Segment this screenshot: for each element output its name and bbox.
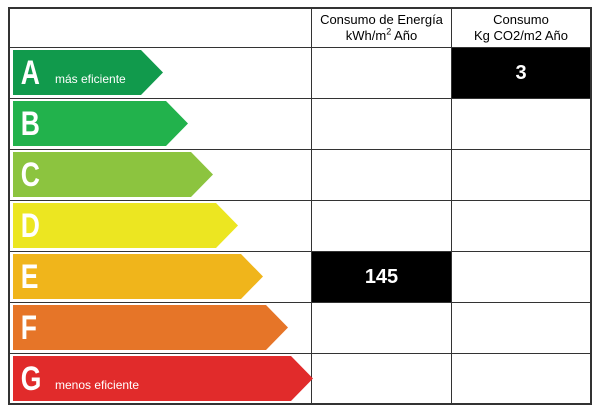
rating-letter: B	[20, 104, 40, 143]
rating-arrow-shape	[13, 254, 263, 299]
rating-letter: F	[20, 308, 38, 347]
rating-letter: G	[20, 359, 42, 398]
row-divider	[10, 353, 590, 354]
rating-arrow-shape	[13, 50, 163, 95]
row-divider	[10, 200, 590, 201]
rating-arrow-shape	[13, 152, 213, 197]
rating-arrow-shape	[13, 101, 188, 146]
rating-arrow-fill	[13, 50, 163, 95]
rating-arrow-fill	[13, 101, 188, 146]
row-divider	[10, 47, 590, 48]
co2-value-box: 3	[452, 48, 590, 98]
header-co2-unit: Kg CO2/m2 Año	[474, 28, 568, 43]
column-divider-co2	[451, 9, 452, 403]
row-divider	[10, 98, 590, 99]
rating-arrow-fill	[13, 254, 263, 299]
header-co2-consumption: Consumo Kg CO2/m2 Año	[452, 9, 590, 47]
rating-arrow-f: F	[13, 305, 288, 350]
rating-label: más eficiente	[55, 71, 126, 86]
rating-arrow-shape	[13, 203, 238, 248]
row-divider	[10, 149, 590, 150]
rating-arrow-b: B	[13, 101, 188, 146]
energy-rating-table: Consumo de Energía kWh/m2 Año Consumo Kg…	[8, 7, 592, 405]
rating-letter: D	[20, 206, 40, 245]
rating-label: menos eficiente	[55, 377, 140, 392]
energy-value-box: 145	[312, 252, 451, 302]
row-divider	[10, 302, 590, 303]
rating-arrow-fill	[13, 356, 313, 401]
rating-arrow-e: E	[13, 254, 263, 299]
header-energy-unit: kWh/m2 Año	[345, 26, 418, 43]
rating-letter: E	[20, 257, 39, 296]
row-divider	[10, 251, 590, 252]
rating-arrow-shape	[13, 305, 288, 350]
header-co2-title: Consumo	[493, 12, 549, 27]
rating-letter: C	[20, 155, 40, 194]
rating-arrow-shape	[13, 356, 313, 401]
rating-letter: A	[20, 53, 40, 92]
header-energy-consumption: Consumo de Energía kWh/m2 Año	[312, 9, 451, 47]
column-divider-energy	[311, 9, 312, 403]
rating-arrow-fill	[13, 152, 213, 197]
rating-arrow-fill	[13, 305, 288, 350]
rating-arrow-fill	[13, 203, 238, 248]
header-energy-title: Consumo de Energía	[320, 12, 443, 27]
rating-arrow-d: D	[13, 203, 238, 248]
rating-arrow-c: C	[13, 152, 213, 197]
